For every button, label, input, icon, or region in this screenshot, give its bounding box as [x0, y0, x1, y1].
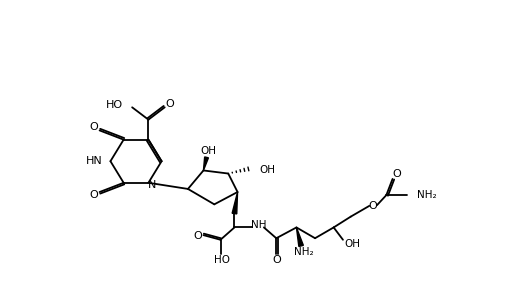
Text: HO: HO: [106, 100, 123, 110]
Text: O: O: [369, 201, 378, 211]
Text: OH: OH: [259, 165, 275, 175]
Polygon shape: [297, 227, 303, 247]
Polygon shape: [232, 192, 237, 214]
Text: O: O: [90, 190, 99, 200]
Text: HO: HO: [214, 255, 230, 265]
Text: OH: OH: [200, 146, 216, 156]
Text: N: N: [148, 180, 157, 190]
Text: O: O: [272, 255, 281, 265]
Text: O: O: [194, 231, 202, 241]
Polygon shape: [203, 157, 209, 171]
Text: NH₂: NH₂: [294, 247, 314, 257]
Text: OH: OH: [344, 239, 361, 249]
Text: O: O: [165, 99, 174, 109]
Text: NH: NH: [250, 220, 266, 230]
Text: NH₂: NH₂: [417, 190, 437, 200]
Text: O: O: [392, 169, 401, 179]
Text: HN: HN: [86, 156, 103, 166]
Text: O: O: [90, 122, 99, 132]
